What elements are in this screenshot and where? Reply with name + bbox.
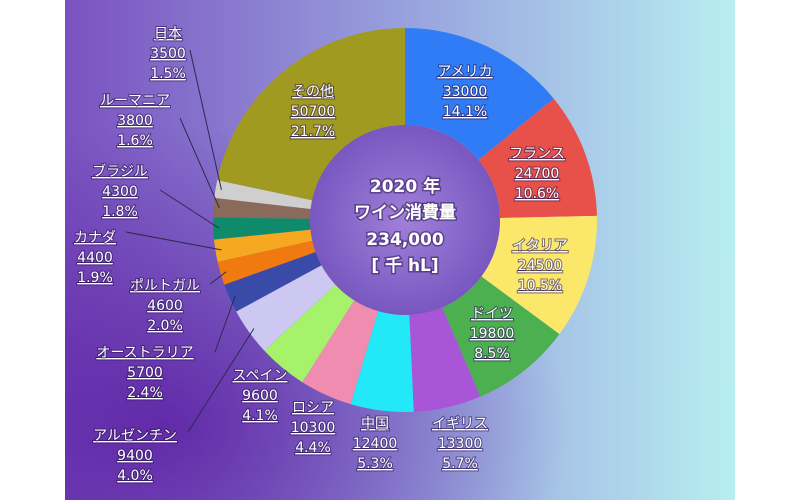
donut-segment [409, 307, 481, 412]
segment-percent: 1.6% [117, 133, 153, 149]
segment-label: カナダ [74, 230, 116, 246]
segment-label: ルーマニア [100, 93, 170, 109]
segment-label: アメリカ [437, 64, 492, 80]
segment-value: 33000 [443, 84, 488, 100]
center-text: [ 千 hL] [371, 256, 438, 276]
leader-line [179, 117, 220, 209]
segment-value: 24700 [515, 166, 560, 182]
segment-percent: 1.5% [150, 66, 186, 82]
segment-value: 50700 [291, 104, 336, 120]
segment-percent: 5.7% [442, 456, 478, 472]
leader-line [209, 271, 227, 285]
donut-segment [264, 284, 355, 383]
segment-label: ドイツ [471, 306, 513, 322]
donut-segment [224, 252, 322, 312]
donut-segment [405, 28, 554, 160]
segment-percent: 1.9% [77, 270, 113, 286]
segment-percent: 1.8% [102, 204, 138, 220]
segment-percent: 5.3% [357, 456, 393, 472]
center-text: 234,000 [366, 230, 444, 250]
leader-line [187, 328, 255, 433]
donut-segment [442, 276, 560, 397]
donut-segment [217, 240, 316, 285]
segment-label: イタリア [512, 238, 567, 254]
segment-value: 9600 [242, 388, 278, 404]
leader-line [125, 231, 222, 251]
segment-percent: 4.0% [117, 468, 153, 484]
segment-percent: 2.4% [127, 385, 163, 401]
segment-percent: 2.0% [147, 318, 183, 334]
segment-label: アルゼンチン [93, 428, 177, 444]
donut-segment [214, 180, 313, 210]
leader-line [159, 189, 220, 229]
segment-value: 9400 [117, 448, 153, 464]
segment-label: オーストラリア [96, 345, 193, 361]
leader-line [189, 49, 222, 191]
donut-segment [213, 197, 311, 219]
segment-value: 13300 [438, 436, 483, 452]
segment-label: フランス [509, 146, 565, 162]
segment-value: 10300 [291, 420, 336, 436]
donut-segment [213, 217, 311, 240]
segment-percent: 4.4% [295, 440, 331, 456]
donut-segment [217, 28, 405, 201]
segment-label: ブラジル [92, 163, 148, 180]
donut-segment [481, 215, 597, 335]
donut-segment [478, 98, 597, 218]
segment-percent: 14.1% [443, 104, 487, 120]
segment-percent: 4.1% [242, 408, 278, 424]
segment-value: 3500 [150, 46, 186, 62]
segment-label: 中国 [361, 416, 389, 432]
segment-value: 19800 [470, 326, 515, 342]
leader-line [214, 295, 236, 353]
segment-label: その他 [292, 84, 334, 100]
segment-value: 12400 [353, 436, 398, 452]
center-text: 2020 年 [370, 176, 440, 197]
segment-label: ポルトガル [130, 278, 200, 294]
segment-value: 3800 [117, 113, 153, 129]
donut-segment [302, 300, 379, 405]
segment-value: 5700 [127, 365, 163, 381]
center-text: ワイン消費量 [354, 202, 456, 223]
segment-label: スペイン [232, 368, 287, 384]
segment-percent: 10.6% [515, 186, 559, 202]
segment-value: 4600 [147, 298, 183, 314]
donut-segment [236, 265, 336, 351]
segment-value: 4300 [102, 184, 138, 200]
segment-percent: 10.5% [518, 278, 562, 294]
segment-percent: 21.7% [291, 124, 335, 140]
donut-segment [350, 311, 414, 413]
donut-segment [213, 229, 313, 262]
segment-label: 日本 [154, 26, 182, 42]
segment-value: 4400 [77, 250, 113, 266]
segment-percent: 8.5% [474, 346, 510, 362]
segment-label: ロシア [292, 400, 334, 416]
segment-label: イギリス [432, 416, 488, 432]
segment-value: 24500 [518, 258, 563, 274]
donut-hole [310, 125, 500, 315]
